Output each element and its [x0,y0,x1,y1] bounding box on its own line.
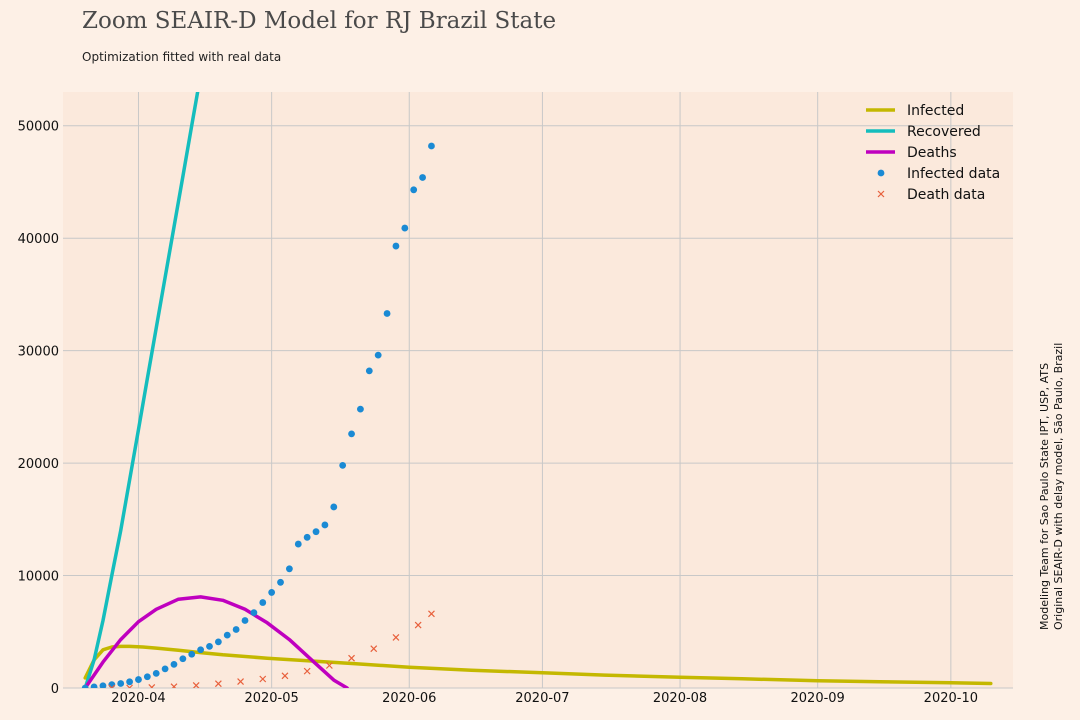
infected-data-point [339,461,347,469]
infected-data-point [81,684,89,688]
infected-data-point [152,669,160,677]
legend-label: Infected data [907,166,1000,182]
death-data-point [237,678,244,686]
deaths-line [83,595,349,688]
infected-data-point [410,186,418,194]
death-data-point [348,654,355,662]
y-tick-label: 0 [51,682,59,697]
legend-item-death-data: Death data [877,187,985,203]
death-data-point [214,680,222,688]
infected-data-point [357,405,364,413]
y-axis: 0 10000 20000 30000 40000 50000 [18,120,59,697]
infected-data-point [223,631,231,639]
death-data-point [428,610,435,618]
grid-lines [63,92,1013,689]
infected-data-point [428,142,435,150]
x-tick-label: 2020-06 [382,691,436,706]
chart-subtitle: Optimization fitted with real data [82,50,282,64]
infected-data-point [259,599,267,606]
x-tick-label: 2020-09 [791,691,845,706]
infected-data-point [250,609,258,617]
death-data-point [414,621,422,629]
infected-data-point [303,533,311,541]
recovered-line [83,92,200,688]
y-tick-label: 30000 [18,345,59,360]
y-tick-label: 40000 [18,232,59,247]
infected-data-point [312,528,320,536]
infected-data-point [294,540,302,548]
death-data-point [281,672,289,680]
credits: Modeling Team for Sao Paulo State IPT, U… [1038,343,1065,630]
legend-label: Death data [907,187,985,203]
x-tick-label: 2020-10 [924,691,978,706]
y-tick-label: 50000 [18,120,59,135]
legend-label: Recovered [907,124,981,140]
death-data-point [325,662,333,669]
infected-data-point [135,676,142,683]
infected-data-point [161,665,169,673]
infected-line [83,644,993,686]
infected-data-point [241,617,249,624]
credit-line-2: Original SEAIR-D with delay model, São P… [1052,343,1065,630]
death-data-point [370,645,378,653]
credit-line-1: Modeling Team for Sao Paulo State IPT, U… [1038,363,1051,630]
legend-item-recovered: Recovered [866,124,981,140]
y-tick-label: 20000 [18,457,59,472]
infected-data-point [365,367,373,375]
infected-data-point [179,655,187,663]
death-data-point [303,667,311,675]
infected-data-point [126,678,133,686]
infected-data-point [214,638,222,646]
infected-data-point [277,578,284,586]
series-layer [81,92,993,688]
death-data-point [259,675,267,683]
infected-data-point [419,174,426,181]
death-data-point [170,683,178,688]
death-data-point [108,684,116,688]
infected-data-point [268,589,276,596]
legend-swatch [877,169,885,177]
infected-data-point [286,565,293,573]
legend-item-deaths: Deaths [866,145,957,161]
infected-data-point [90,683,98,688]
infected-data-point [188,650,196,658]
infected-data-point [170,660,178,668]
plot-area [63,92,1013,688]
legend-label: Infected [907,103,964,119]
infected-data-point [197,646,205,654]
x-tick-label: 2020-05 [244,691,298,706]
x-tick-label: 2020-08 [653,691,707,706]
infected-data-point [143,673,151,681]
infected-data-point [108,681,116,688]
death-data-point [126,684,134,688]
infected-data-point [117,680,125,687]
legend-label: Deaths [907,145,957,161]
legend-item-infected-data: Infected data [877,166,1000,182]
infected-data-point [392,242,400,250]
x-tick-label: 2020-07 [515,691,569,706]
x-axis: 2020-04 2020-05 2020-06 2020-07 2020-08 2020-… [111,691,978,706]
legend: Infected Recovered Deaths Infected data Deat… [866,103,1000,203]
infected-data-point [321,521,329,529]
infected-data-point [374,351,382,359]
death-data-point [148,684,156,688]
infected-data-point [99,682,107,688]
x-tick-label: 2020-04 [111,691,165,706]
death-data-point [392,633,400,641]
infected-data-point [206,642,213,650]
chart-title: Zoom SEAIR-D Model for RJ Brazil State [82,8,557,34]
death-data-point [192,681,200,688]
legend-item-infected: Infected [866,103,964,119]
infected-data-point [330,503,338,511]
infected-data-point [401,224,409,232]
infected-data-point [383,310,391,317]
y-tick-label: 10000 [18,570,59,585]
infected-data-point [232,626,240,633]
infected-data-point [348,430,355,438]
